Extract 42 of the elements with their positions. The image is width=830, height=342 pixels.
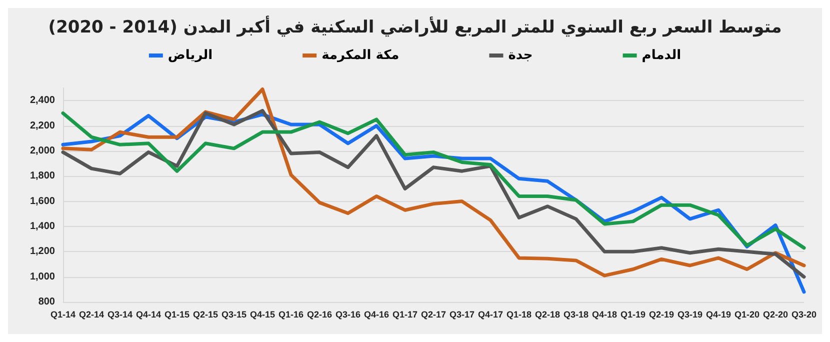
chart-title: متوسط السعر ربع السنوي للمتر المربع للأراضي السكنية في أكبر المدن (2014 - 2020) xyxy=(48,16,782,38)
legend-label: الدمام xyxy=(642,48,682,63)
x-tick-label: Q2-14 xyxy=(78,310,104,320)
y-tick-label: 2,000 xyxy=(30,145,56,156)
x-tick-label: Q1-17 xyxy=(392,310,418,320)
x-tick-label: Q1-16 xyxy=(278,310,304,320)
x-tick-label: Q2-20 xyxy=(762,310,788,320)
x-tick-label: Q2-18 xyxy=(534,310,560,320)
line-series xyxy=(61,111,806,250)
y-tick-label: 1,600 xyxy=(30,196,56,207)
x-tick-label: Q4-18 xyxy=(592,310,618,320)
x-tick-label: Q4-16 xyxy=(364,310,390,320)
legend-label: جدة xyxy=(508,48,533,63)
x-tick-label: Q4-14 xyxy=(136,310,162,320)
y-tick-label: 800 xyxy=(38,296,56,308)
x-tick-label: Q4-17 xyxy=(478,310,504,320)
x-tick-label: Q3-19 xyxy=(677,310,703,320)
legend-label: الرياض xyxy=(168,48,213,63)
x-tick-label: Q1-15 xyxy=(164,310,190,320)
y-tick-label: 1,400 xyxy=(30,220,56,232)
y-tick-label: 1,200 xyxy=(30,246,56,258)
x-tick-label: Q2-19 xyxy=(648,310,674,320)
x-tick-label: Q2-15 xyxy=(192,310,218,320)
x-tick-label: Q4-19 xyxy=(706,310,732,320)
x-tick-label: Q1-18 xyxy=(506,310,532,320)
legend-label: مكة المكرمة xyxy=(322,48,400,63)
x-tick-label: Q2-16 xyxy=(306,310,332,320)
x-tick-label: Q3-16 xyxy=(335,310,361,320)
x-tick-label: Q1-20 xyxy=(734,310,760,320)
x-tick-label: Q3-17 xyxy=(449,310,475,320)
x-tick-label: Q1-14 xyxy=(50,310,76,320)
x-tick-label: Q3-15 xyxy=(221,310,247,320)
y-tick-label: 1,000 xyxy=(30,271,56,282)
y-tick-label: 2,200 xyxy=(30,120,56,132)
x-tick-label: Q3-18 xyxy=(563,310,589,320)
y-tick-label: 2,400 xyxy=(30,95,56,106)
x-tick-label: Q2-17 xyxy=(420,310,446,320)
x-tick-label: Q4-15 xyxy=(250,310,276,320)
y-tick-label: 1,800 xyxy=(30,170,56,182)
x-tick-label: Q3-20 xyxy=(791,310,817,320)
x-tick-label: Q3-14 xyxy=(107,310,133,320)
x-tick-label: Q1-19 xyxy=(620,310,646,320)
